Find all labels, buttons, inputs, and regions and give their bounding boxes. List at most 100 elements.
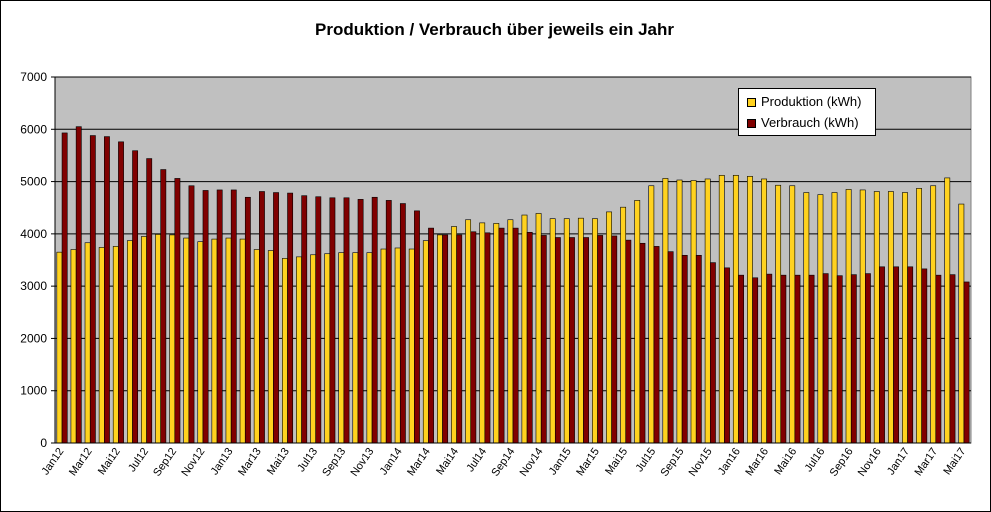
bar-verbrauch bbox=[822, 273, 829, 444]
bar-verbrauch bbox=[836, 275, 843, 444]
bar-produktion bbox=[155, 234, 161, 444]
bar-produktion bbox=[718, 174, 725, 444]
bar-produktion bbox=[817, 194, 824, 444]
x-tick-label: Mar12 bbox=[67, 446, 95, 478]
bar-produktion bbox=[859, 189, 866, 444]
bar-produktion bbox=[775, 184, 782, 444]
bar-verbrauch bbox=[104, 136, 110, 444]
bar-verbrauch bbox=[371, 196, 378, 444]
bar-produktion bbox=[296, 256, 302, 444]
bar-verbrauch bbox=[681, 254, 688, 444]
bar-verbrauch bbox=[146, 158, 153, 444]
bar-produktion bbox=[366, 252, 373, 444]
bar-produktion bbox=[507, 219, 514, 444]
bar-verbrauch bbox=[893, 266, 900, 444]
x-tick-label: Sep13 bbox=[320, 446, 348, 479]
x-tick-label: Sep16 bbox=[828, 446, 856, 479]
bar-produktion bbox=[549, 218, 556, 444]
bar-verbrauch bbox=[456, 234, 463, 444]
bar-verbrauch bbox=[780, 274, 787, 444]
bar-verbrauch bbox=[738, 274, 744, 444]
bar-produktion bbox=[141, 236, 147, 444]
bar-verbrauch bbox=[132, 150, 139, 444]
bar-verbrauch bbox=[89, 135, 96, 444]
x-tick-label: Mai16 bbox=[772, 446, 799, 477]
bar-produktion bbox=[535, 213, 542, 444]
bar-produktion bbox=[944, 177, 951, 444]
bar-produktion bbox=[253, 249, 260, 444]
bar-verbrauch bbox=[75, 126, 82, 444]
x-tick-label: Jan14 bbox=[378, 446, 405, 477]
legend-label-produktion: Produktion (kWh) bbox=[761, 94, 862, 109]
bar-produktion bbox=[902, 192, 908, 444]
bar-produktion bbox=[732, 174, 739, 444]
bar-produktion bbox=[282, 258, 288, 444]
y-tick-label: 0 bbox=[40, 436, 47, 450]
x-tick-label: Jan12 bbox=[39, 446, 66, 477]
x-tick-label: Jan15 bbox=[547, 446, 574, 477]
bar-produktion bbox=[662, 178, 669, 444]
bar-verbrauch bbox=[244, 196, 251, 444]
bar-produktion bbox=[126, 240, 133, 444]
bar-verbrauch bbox=[343, 197, 350, 444]
bar-produktion bbox=[183, 237, 190, 444]
bar-verbrauch bbox=[667, 251, 674, 444]
bar-verbrauch bbox=[625, 239, 632, 444]
bar-produktion bbox=[394, 247, 401, 444]
bar-verbrauch bbox=[399, 203, 406, 444]
x-tick-label: Jul15 bbox=[633, 446, 658, 474]
bar-verbrauch bbox=[160, 169, 167, 444]
bar-produktion bbox=[789, 185, 796, 444]
bar-produktion bbox=[887, 191, 894, 444]
y-tick-label: 4000 bbox=[20, 227, 47, 241]
bar-produktion bbox=[437, 234, 443, 444]
bar-produktion bbox=[338, 252, 345, 444]
bar-produktion bbox=[169, 234, 176, 444]
bar-produktion bbox=[324, 253, 331, 444]
bar-produktion bbox=[521, 214, 528, 444]
bar-produktion bbox=[98, 247, 105, 444]
bar-produktion bbox=[225, 237, 232, 444]
bar-produktion bbox=[690, 180, 697, 444]
bar-verbrauch bbox=[470, 231, 477, 444]
bar-produktion bbox=[704, 178, 711, 444]
bar-produktion bbox=[84, 242, 91, 444]
bar-verbrauch bbox=[230, 189, 237, 444]
bar-produktion bbox=[577, 217, 584, 444]
bar-produktion bbox=[930, 185, 937, 444]
bar-verbrauch bbox=[808, 274, 815, 444]
x-tick-label: Nov16 bbox=[856, 446, 884, 479]
bar-produktion bbox=[761, 178, 767, 444]
x-tick-label: Mar14 bbox=[405, 446, 433, 478]
y-tick-label: 6000 bbox=[20, 122, 47, 136]
bar-produktion bbox=[916, 188, 922, 444]
bar-produktion bbox=[211, 238, 218, 444]
x-tick-label: Mai12 bbox=[96, 446, 123, 477]
x-tick-label: Mar15 bbox=[574, 446, 602, 478]
bar-produktion bbox=[380, 248, 387, 444]
x-tick-label: Jan13 bbox=[209, 446, 236, 477]
bar-verbrauch bbox=[865, 273, 871, 444]
y-tick-label: 5000 bbox=[20, 175, 47, 189]
bar-produktion bbox=[112, 246, 119, 444]
x-tick-label: Sep14 bbox=[489, 446, 517, 479]
bar-produktion bbox=[592, 218, 598, 444]
bar-produktion bbox=[70, 249, 77, 444]
bar-produktion bbox=[465, 219, 472, 444]
bar-verbrauch bbox=[61, 132, 68, 444]
bar-produktion bbox=[493, 223, 500, 444]
bar-produktion bbox=[310, 254, 317, 444]
bar-verbrauch bbox=[724, 267, 730, 444]
bar-produktion bbox=[479, 222, 486, 444]
x-tick-label: Mai13 bbox=[265, 446, 292, 477]
bar-verbrauch bbox=[752, 277, 759, 444]
bar-produktion bbox=[958, 203, 965, 444]
y-tick-label: 1000 bbox=[20, 384, 47, 398]
x-tick-label: Mar13 bbox=[236, 446, 264, 478]
bar-produktion bbox=[620, 206, 627, 444]
bar-verbrauch bbox=[709, 262, 716, 444]
x-tick-label: Mar17 bbox=[913, 446, 941, 478]
bar-produktion bbox=[803, 192, 810, 444]
bar-verbrauch bbox=[357, 199, 364, 444]
